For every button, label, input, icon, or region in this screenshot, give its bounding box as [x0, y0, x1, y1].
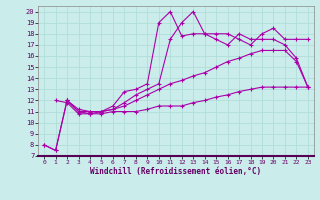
X-axis label: Windchill (Refroidissement éolien,°C): Windchill (Refroidissement éolien,°C) [91, 167, 261, 176]
